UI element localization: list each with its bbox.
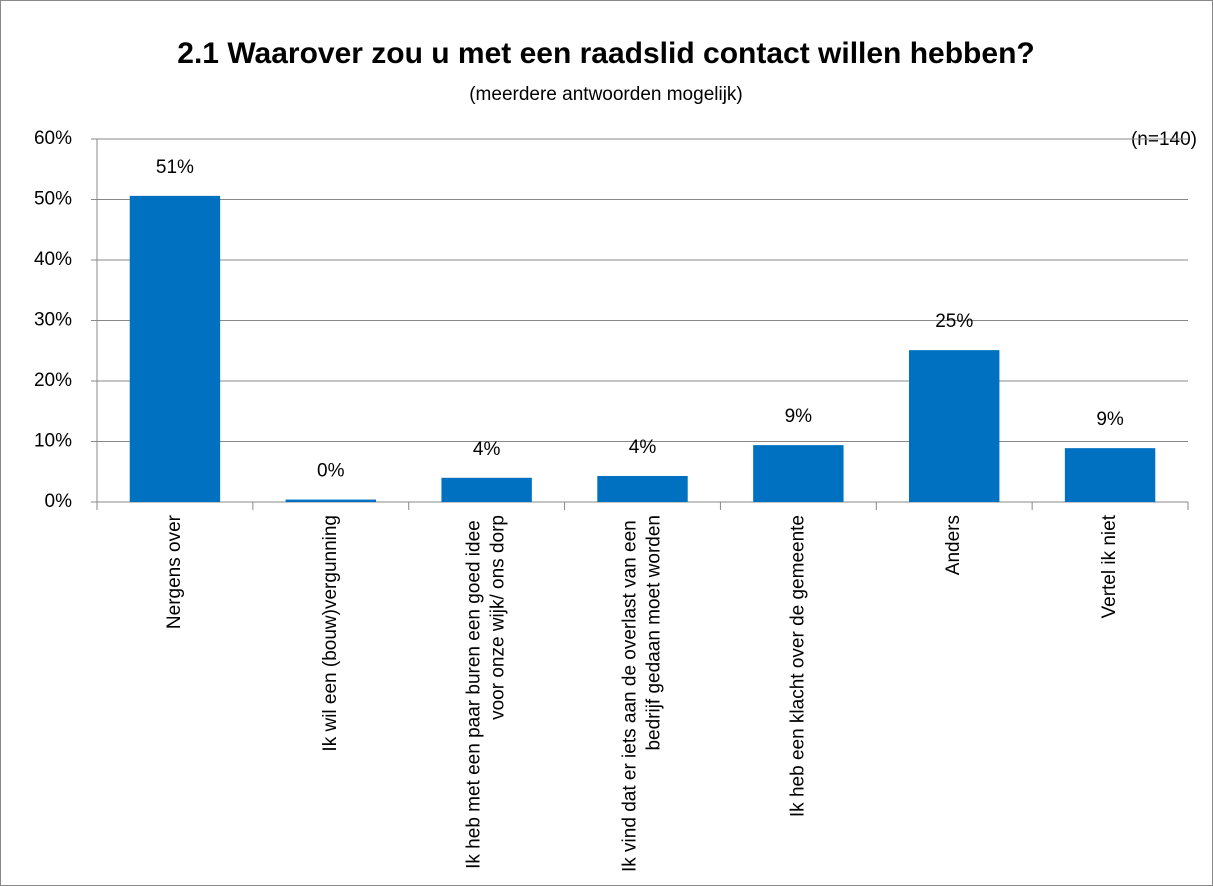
chart-subtitle: (meerdere antwoorden mogelijk)	[469, 84, 743, 105]
data-label: 9%	[785, 406, 813, 427]
x-tick-label: Ik vind dat er iets aan de overlast van …	[620, 515, 665, 872]
y-tick-label: 10%	[34, 431, 72, 452]
x-tick-label: Ik wil een (bouw)vergunning	[320, 515, 341, 752]
x-tick-label: Ik heb met een paar buren een goed idee …	[464, 515, 509, 869]
x-tick-label: Nergens over	[164, 514, 185, 629]
bar	[129, 195, 221, 502]
x-tick-label: Ik heb een klacht over de gemeente	[787, 515, 808, 817]
data-label: 4%	[473, 439, 501, 460]
annotation: (n=140)	[1131, 129, 1197, 150]
y-tick-label: 50%	[34, 189, 72, 210]
data-label: 4%	[629, 437, 657, 458]
x-tick-label: Vertel ik niet	[1099, 514, 1120, 618]
data-label: 25%	[935, 311, 973, 332]
y-tick-label: 20%	[34, 370, 72, 391]
y-tick-label: 40%	[34, 249, 72, 270]
y-tick-label: 60%	[34, 128, 72, 149]
bar	[441, 477, 532, 502]
y-tick-label: 30%	[34, 310, 72, 331]
data-label: 9%	[1096, 409, 1124, 430]
chart-title: 2.1 Waarover zou u met een raadslid cont…	[177, 37, 1034, 70]
data-label: 0%	[317, 461, 345, 482]
x-tick-label: Anders	[943, 515, 964, 575]
bar	[597, 475, 688, 502]
bar	[753, 445, 844, 502]
y-tick-label: 0%	[45, 491, 73, 512]
bar	[1064, 448, 1156, 502]
data-label: 51%	[156, 157, 194, 178]
bar	[285, 499, 376, 502]
bar	[909, 350, 1000, 502]
